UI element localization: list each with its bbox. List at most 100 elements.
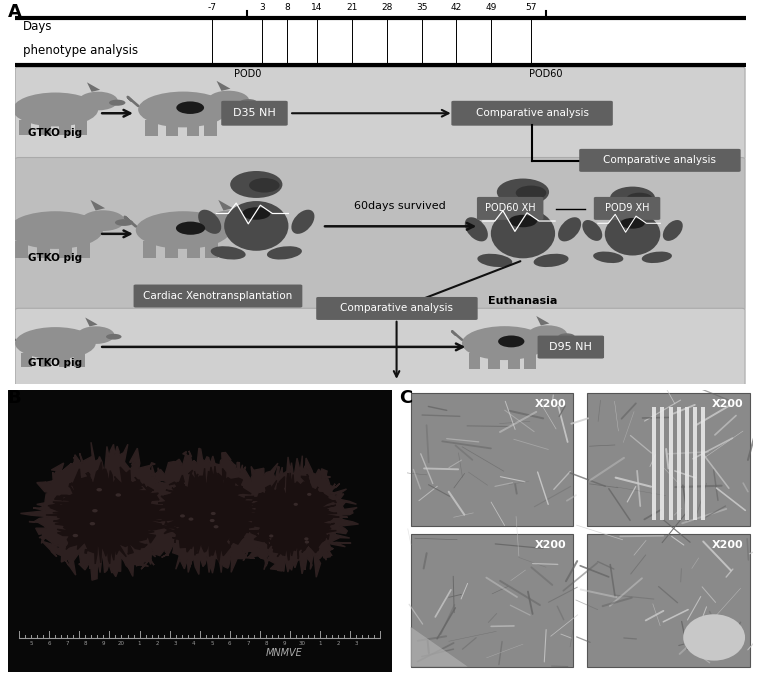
Bar <box>587 393 750 526</box>
Text: 5: 5 <box>30 641 33 646</box>
Ellipse shape <box>307 493 311 496</box>
Ellipse shape <box>77 327 114 344</box>
Bar <box>165 241 178 258</box>
Ellipse shape <box>249 178 279 193</box>
Bar <box>74 352 85 367</box>
Ellipse shape <box>593 251 623 263</box>
FancyBboxPatch shape <box>477 197 543 220</box>
Bar <box>166 120 178 136</box>
Bar <box>677 407 681 520</box>
Bar <box>469 353 480 369</box>
Text: 5: 5 <box>210 641 214 646</box>
Ellipse shape <box>97 488 102 492</box>
Ellipse shape <box>81 210 125 231</box>
Ellipse shape <box>209 210 253 231</box>
FancyBboxPatch shape <box>134 285 302 308</box>
Ellipse shape <box>498 335 524 348</box>
Ellipse shape <box>198 210 221 234</box>
Ellipse shape <box>8 211 103 249</box>
Ellipse shape <box>620 218 645 229</box>
Polygon shape <box>87 82 100 92</box>
Bar <box>187 241 200 258</box>
Ellipse shape <box>189 517 193 521</box>
Text: 9: 9 <box>102 641 105 646</box>
Text: 8: 8 <box>264 641 268 646</box>
Ellipse shape <box>294 502 298 506</box>
Ellipse shape <box>78 92 118 110</box>
Ellipse shape <box>626 193 653 205</box>
Text: 3: 3 <box>260 3 265 12</box>
Text: -7: -7 <box>208 3 217 12</box>
Polygon shape <box>157 466 263 562</box>
Ellipse shape <box>683 614 745 661</box>
Ellipse shape <box>533 254 568 267</box>
FancyBboxPatch shape <box>317 297 478 320</box>
Ellipse shape <box>139 92 228 128</box>
Text: 8: 8 <box>84 641 87 646</box>
Text: POD60 XH: POD60 XH <box>485 204 536 213</box>
Ellipse shape <box>211 512 215 515</box>
Ellipse shape <box>176 221 205 235</box>
Bar <box>508 353 520 369</box>
Text: POD0: POD0 <box>234 69 261 79</box>
Bar <box>39 120 51 135</box>
Polygon shape <box>217 81 231 91</box>
Text: 4: 4 <box>192 641 196 646</box>
Bar <box>524 353 537 369</box>
FancyBboxPatch shape <box>15 308 745 386</box>
Bar <box>145 120 158 136</box>
Ellipse shape <box>304 537 308 540</box>
Ellipse shape <box>240 99 257 105</box>
Text: Comparative analysis: Comparative analysis <box>476 108 588 118</box>
Text: Cynomolgus
monkey: Cynomolgus monkey <box>228 285 285 304</box>
Ellipse shape <box>243 219 261 226</box>
FancyBboxPatch shape <box>537 335 604 359</box>
Text: 1: 1 <box>138 641 142 646</box>
Ellipse shape <box>516 185 546 200</box>
Ellipse shape <box>214 525 218 528</box>
Bar <box>587 534 750 667</box>
Text: 42: 42 <box>451 3 462 12</box>
Text: X200: X200 <box>712 540 743 550</box>
Text: 35: 35 <box>416 3 427 12</box>
Text: GTKO pig: GTKO pig <box>28 359 82 368</box>
Text: POD60: POD60 <box>529 69 562 79</box>
Ellipse shape <box>509 215 537 227</box>
Bar <box>59 241 72 258</box>
Ellipse shape <box>465 217 488 242</box>
Text: 30: 30 <box>298 641 306 646</box>
Ellipse shape <box>559 333 575 340</box>
Text: 49: 49 <box>486 3 497 12</box>
Text: Euthanasia: Euthanasia <box>489 296 558 306</box>
Ellipse shape <box>558 217 581 242</box>
Text: Comparative analysis: Comparative analysis <box>340 304 454 314</box>
Bar <box>186 120 199 136</box>
Polygon shape <box>537 316 549 325</box>
Ellipse shape <box>642 251 672 263</box>
Ellipse shape <box>269 534 273 538</box>
Polygon shape <box>218 200 233 210</box>
Ellipse shape <box>13 92 98 126</box>
Text: GTKO pig: GTKO pig <box>28 128 82 139</box>
Polygon shape <box>46 462 177 564</box>
Ellipse shape <box>115 219 133 226</box>
Ellipse shape <box>477 254 512 267</box>
Text: 57: 57 <box>525 3 537 12</box>
Text: POD9 XH: POD9 XH <box>605 204 649 213</box>
Bar <box>685 407 689 520</box>
Ellipse shape <box>291 210 314 234</box>
Text: C: C <box>400 389 412 407</box>
FancyBboxPatch shape <box>15 158 745 310</box>
Ellipse shape <box>208 91 249 111</box>
Ellipse shape <box>90 522 95 526</box>
Text: 20: 20 <box>118 641 125 646</box>
Bar <box>143 241 156 258</box>
Bar <box>59 120 71 135</box>
Text: 7: 7 <box>65 641 69 646</box>
Text: 60days survived: 60days survived <box>355 201 446 211</box>
Bar <box>15 241 28 258</box>
Ellipse shape <box>180 514 185 517</box>
Ellipse shape <box>177 101 204 114</box>
Ellipse shape <box>211 246 246 259</box>
Ellipse shape <box>72 534 78 537</box>
